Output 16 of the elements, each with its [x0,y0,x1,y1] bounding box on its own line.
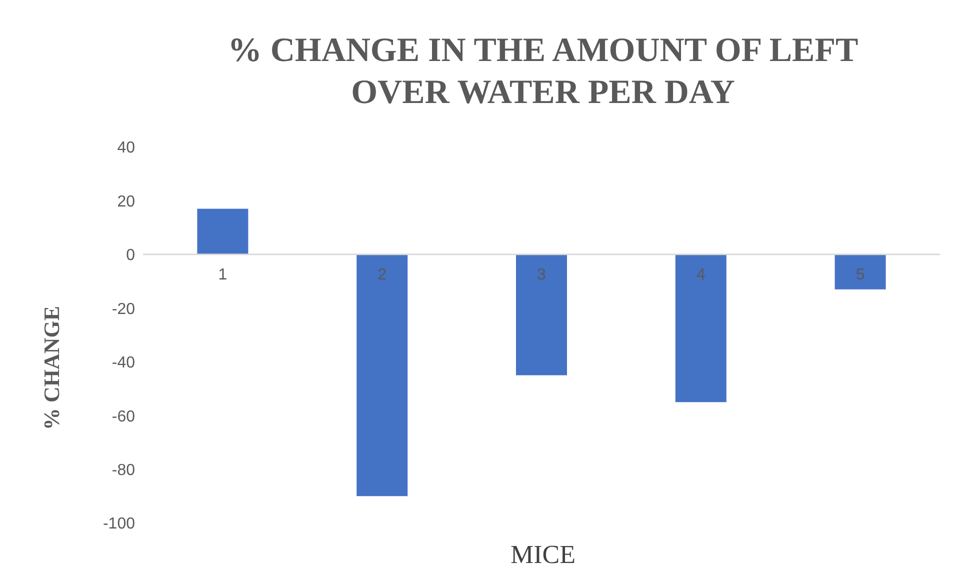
x-tick-label: 3 [537,266,546,284]
x-axis-title: MICE [510,540,576,570]
x-tick-label: 1 [218,266,228,284]
y-tick-label: -40 [112,354,136,372]
y-tick-label: -60 [112,408,136,426]
x-tick-label: 4 [696,266,706,284]
y-tick-label: -80 [112,462,136,479]
y-tick-label: 40 [117,140,136,157]
x-tick-label: 5 [856,266,865,284]
y-tick-label: -20 [112,300,136,318]
y-tick-label: 20 [117,193,136,210]
x-tick-label: 2 [378,266,387,284]
chart-title: % CHANGE IN THE AMOUNT OF LEFT OVER WATER PER DAY [226,31,860,113]
y-tick-label: -100 [102,516,136,533]
y-tick-label: 0 [126,247,136,264]
y-axis-title: % CHANGE [39,306,65,430]
